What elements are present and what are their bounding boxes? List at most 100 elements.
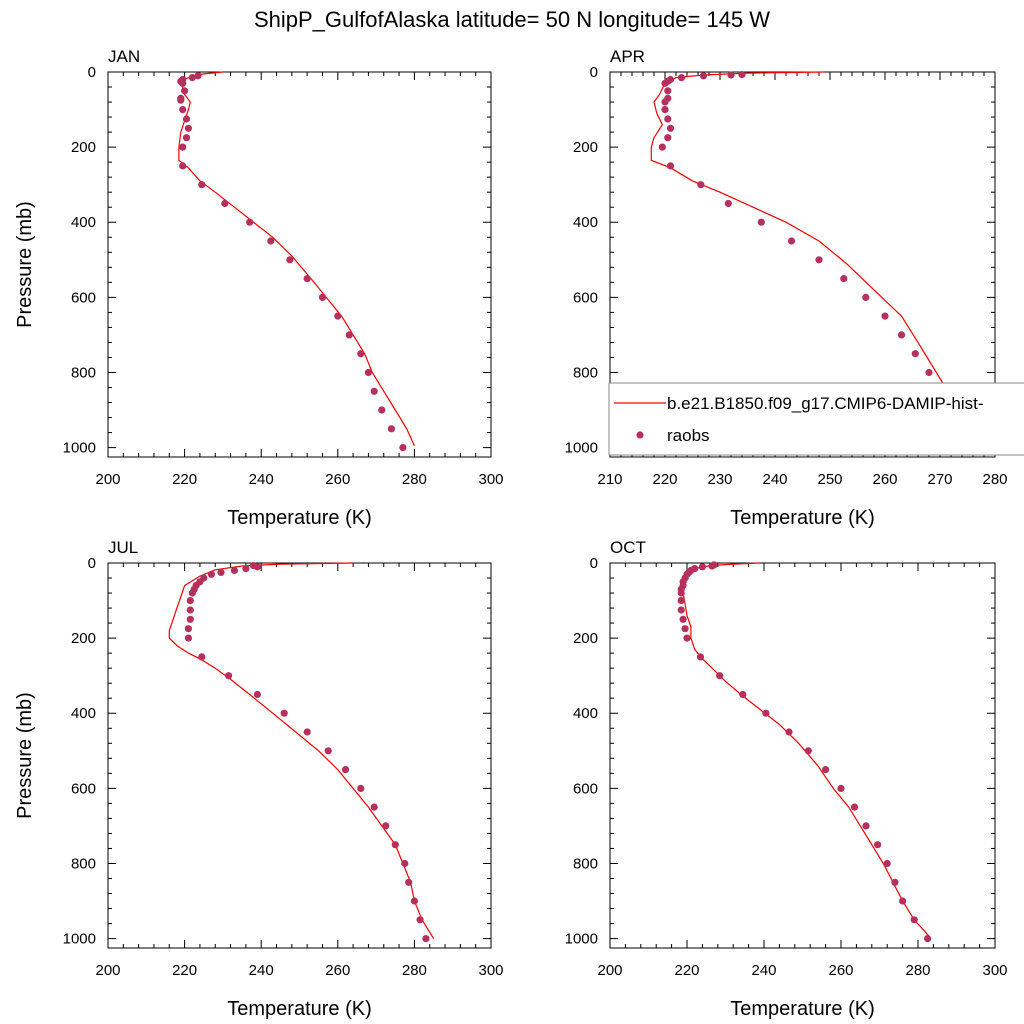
raobs-point (697, 181, 705, 189)
x-tick-label: 220 (652, 471, 677, 488)
x-tick-label: 280 (905, 962, 930, 979)
raobs-point (186, 615, 194, 623)
x-tick-label: 240 (751, 962, 776, 979)
y-tick-label: 1000 (565, 440, 598, 457)
raobs-point (225, 672, 233, 680)
raobs-point (850, 803, 859, 811)
y-tick-label: 200 (573, 139, 598, 156)
x-tick-label: 280 (982, 471, 1007, 488)
panel-label-jul: JUL (108, 538, 138, 557)
legend: b.e21.B1850.f09_g17.CMIP6-DAMIP-hist- ra… (608, 382, 1024, 456)
model-profile-line (168, 562, 435, 939)
plot-frame (107, 562, 492, 949)
raobs-point (698, 563, 707, 571)
y-tick-label: 0 (88, 64, 96, 81)
y-axis-title: Pressure (mb) (14, 692, 36, 819)
raobs-point (188, 74, 196, 82)
raobs-point (925, 368, 933, 377)
x-tick-label: 220 (674, 962, 699, 979)
raobs-point (253, 690, 261, 699)
raobs-point (911, 350, 919, 358)
raobs-point (364, 368, 372, 377)
raobs-point (179, 79, 187, 87)
raobs-point (345, 331, 353, 339)
raobs-point (815, 256, 823, 264)
raobs-point (410, 897, 418, 905)
raobs-point (664, 87, 672, 95)
raobs-point (862, 822, 870, 830)
x-tick-label: 240 (249, 962, 274, 979)
raobs-point (242, 565, 250, 573)
raobs-point (677, 74, 686, 82)
raobs-point (370, 803, 378, 811)
raobs-point (303, 728, 311, 736)
x-axis-title: Temperature (K) (730, 507, 875, 529)
y-tick-label: 400 (71, 705, 96, 722)
model-profile-line (178, 71, 415, 446)
raobs-point (679, 615, 687, 623)
raobs-point (253, 563, 261, 571)
panel-apr: 0 200 400 600 800 1000 210 220 230 240 250 260 270 28… (565, 47, 1008, 529)
raobs-point (661, 106, 669, 114)
y-tick-label: 800 (71, 364, 96, 381)
x-axis-title: Temperature (K) (730, 998, 875, 1020)
x-tick-label: 250 (817, 471, 842, 488)
raobs-point (399, 444, 407, 452)
raobs-point (217, 568, 225, 577)
y-tick-label: 0 (88, 555, 96, 572)
raobs-point (391, 841, 399, 849)
raobs-point (881, 312, 889, 320)
y-tick-label: 400 (71, 214, 96, 231)
plot-frame (107, 71, 492, 458)
raobs-point (177, 96, 185, 104)
raobs-point (664, 134, 672, 142)
raobs-point (664, 115, 672, 123)
raobs-point (246, 218, 254, 226)
y-tick-label: 1000 (565, 931, 598, 948)
legend-model-label: b.e21.B1850.f09_g17.CMIP6-DAMIP-hist- (667, 394, 984, 413)
x-tick-label: 260 (872, 471, 897, 488)
raobs-point (897, 331, 906, 339)
raobs-point (677, 589, 685, 597)
x-tick-label: 300 (478, 962, 503, 979)
y-tick-label: 0 (590, 555, 598, 572)
raobs-point (738, 71, 746, 79)
raobs-point (696, 653, 705, 661)
raobs-point (422, 935, 430, 943)
raobs-point (194, 72, 202, 80)
y-tick-label: 200 (71, 630, 96, 647)
raobs-point (822, 766, 830, 774)
raobs-point (405, 878, 413, 886)
y-tick-label: 600 (573, 289, 598, 306)
raobs-point (357, 784, 365, 793)
raobs-point (666, 162, 675, 170)
raobs-point (182, 115, 191, 123)
raobs-point (181, 87, 189, 95)
x-tick-label: 220 (172, 962, 197, 979)
x-tick-label: 240 (249, 471, 274, 488)
y-tick-label: 1000 (63, 440, 96, 457)
raobs-point (924, 935, 932, 943)
raobs-point (787, 237, 796, 245)
raobs-point (862, 293, 870, 301)
y-tick-label: 800 (71, 855, 96, 872)
raobs-point (724, 199, 732, 208)
x-tick-label: 260 (325, 962, 350, 979)
legend-obs-marker-swatch (636, 431, 644, 439)
y-tick-label: 200 (71, 139, 96, 156)
y-tick-label: 400 (573, 705, 598, 722)
model-profile-line (650, 71, 996, 448)
raobs-point (658, 143, 666, 151)
raobs-point (184, 625, 192, 633)
raobs-point (378, 406, 386, 414)
raobs-point (186, 597, 194, 605)
raobs-point (804, 747, 812, 755)
raobs-point (683, 634, 691, 642)
raobs-point (727, 71, 735, 79)
x-tick-label: 200 (95, 962, 120, 979)
raobs-point (286, 256, 294, 264)
raobs-point (899, 897, 907, 905)
raobs-point (198, 181, 206, 189)
x-tick-label: 270 (927, 471, 952, 488)
x-tick-label: 230 (707, 471, 732, 488)
